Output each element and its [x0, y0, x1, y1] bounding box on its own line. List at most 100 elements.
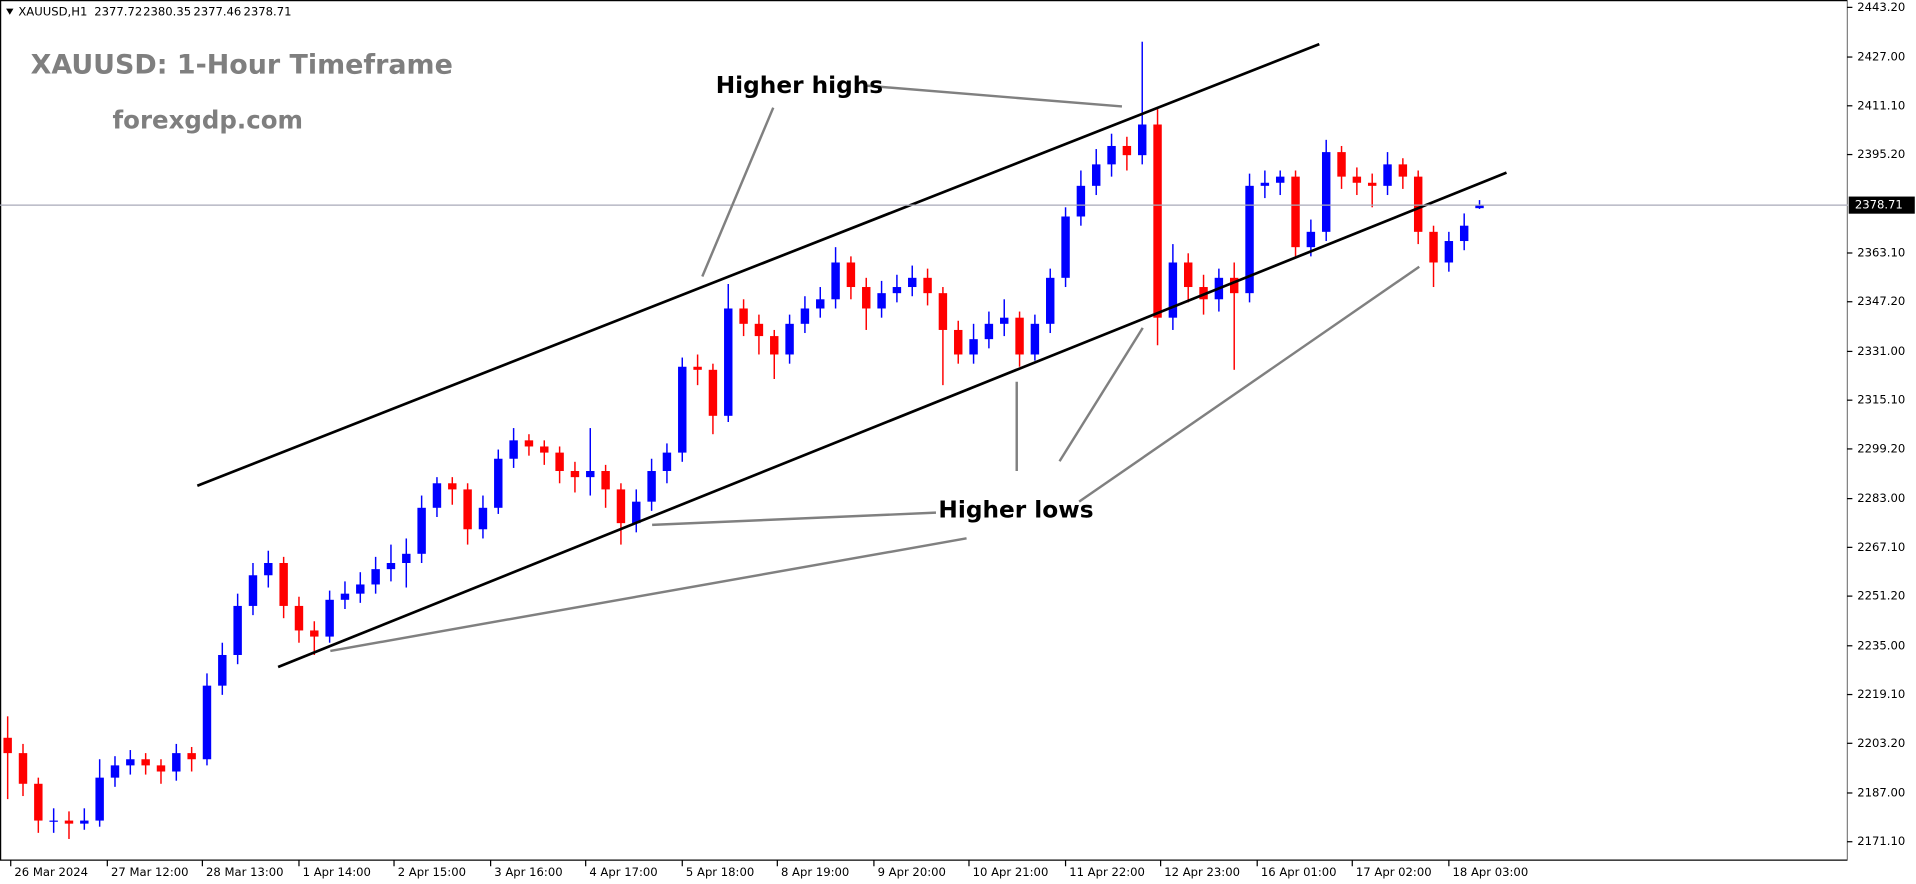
candle-body [432, 483, 442, 508]
candle-body [1061, 216, 1070, 278]
candle-body [264, 562, 273, 576]
x-tick-label: 28 Mar 13:00 [206, 865, 284, 879]
candle-body [1046, 277, 1055, 324]
candle-body [1367, 182, 1377, 186]
candle-body [1306, 231, 1316, 248]
candle-body [402, 553, 411, 563]
chart-subtitle: forexgdp.com [113, 105, 303, 134]
candle-body [708, 369, 718, 416]
candle-body [754, 323, 764, 337]
x-tick-label: 3 Apr 16:00 [494, 865, 562, 879]
x-tick-label: 16 Apr 01:00 [1261, 865, 1337, 879]
y-tick-label: 2171.10 [1857, 834, 1905, 848]
x-tick-label: 8 Apr 19:00 [781, 865, 849, 879]
candle-body [1275, 176, 1285, 183]
candle-body [356, 584, 365, 594]
candle-body [1459, 225, 1469, 242]
header-arrow [6, 8, 14, 15]
candle-body [1183, 262, 1193, 288]
candle-body [463, 489, 472, 530]
chart-title: XAUUSD: 1-Hour Timeframe [31, 49, 453, 80]
x-tick-label: 17 Apr 02:00 [1356, 865, 1432, 879]
candle-body [908, 277, 917, 288]
y-tick-label: 2219.10 [1857, 687, 1905, 701]
candle-body [1444, 241, 1454, 263]
annotation-pointers [330, 84, 1420, 653]
candle-body [1153, 124, 1162, 318]
x-tick-label: 1 Apr 14:00 [303, 865, 371, 879]
candle-body [340, 593, 350, 600]
y-tick-label: 2235.00 [1857, 638, 1905, 652]
candle-body [3, 737, 12, 754]
candle-body [524, 440, 534, 447]
candle-body [64, 820, 74, 824]
candle-body [540, 446, 549, 453]
price-axis-bg [1847, 0, 1916, 884]
x-tick-label: 11 Apr 22:00 [1069, 865, 1145, 879]
candle-body [570, 471, 580, 478]
candle-body [831, 262, 840, 300]
candle-body [294, 605, 304, 631]
candle-body [1122, 145, 1132, 156]
candle-body [1398, 164, 1408, 177]
candle-body [632, 501, 641, 524]
y-tick-label: 2331.00 [1857, 344, 1905, 358]
pointer [866, 84, 1123, 108]
candle-body [1168, 262, 1178, 318]
candle-body [478, 507, 488, 530]
candle-body [693, 366, 702, 370]
candle-body [233, 605, 242, 655]
candle-body [785, 323, 794, 355]
candle-body [1337, 152, 1346, 177]
candle-body [110, 765, 120, 778]
candle-body [509, 440, 518, 459]
candle-body [984, 323, 994, 340]
candle-body [494, 458, 503, 508]
x-tick-label: 10 Apr 21:00 [973, 865, 1049, 879]
candle-body [938, 293, 948, 330]
header-low: 2377.46 [193, 5, 241, 19]
candle-body [279, 562, 288, 606]
pointer [652, 511, 937, 527]
candle-body [969, 339, 978, 355]
y-tick-label: 2443.20 [1857, 0, 1905, 14]
candle-body [448, 483, 457, 490]
y-tick-label: 2251.20 [1857, 589, 1905, 603]
candle-body [1321, 152, 1331, 232]
x-tick-label: 4 Apr 17:00 [589, 865, 657, 879]
candle-body [724, 308, 733, 416]
candle-body [34, 783, 43, 821]
candle-body [80, 820, 89, 824]
candle-body [601, 471, 610, 490]
y-tick-label: 2347.20 [1857, 294, 1905, 308]
pointer [1058, 327, 1144, 462]
candle-body [739, 308, 748, 324]
candle-body [1000, 317, 1009, 324]
candle-body [800, 308, 810, 324]
candle-body [371, 569, 380, 585]
x-tick-label: 26 Mar 2024 [14, 865, 88, 879]
y-tick-label: 2395.20 [1857, 147, 1905, 161]
candle-body [1260, 182, 1270, 186]
candle-body [325, 599, 334, 637]
pointer [330, 537, 967, 653]
candle-body [862, 287, 871, 309]
candle-body [555, 452, 564, 472]
candle-body [417, 507, 426, 554]
header-symbol: XAUUSD,H1 [18, 5, 87, 19]
candle-body [877, 293, 886, 309]
y-tick-label: 2283.00 [1857, 491, 1905, 505]
marks [0, 41, 1848, 839]
header-open: 2377.72 [94, 5, 142, 19]
candle-body [616, 489, 626, 524]
price-label: 2378.71 [1855, 198, 1903, 212]
candle-body [816, 299, 825, 309]
candle-body [1413, 176, 1423, 232]
y-tick-label: 2411.10 [1857, 98, 1905, 112]
candle-body [954, 329, 963, 355]
candle-body [248, 575, 258, 606]
trend-line [277, 171, 1508, 669]
candle-body [846, 262, 856, 288]
candle-body [586, 471, 595, 478]
